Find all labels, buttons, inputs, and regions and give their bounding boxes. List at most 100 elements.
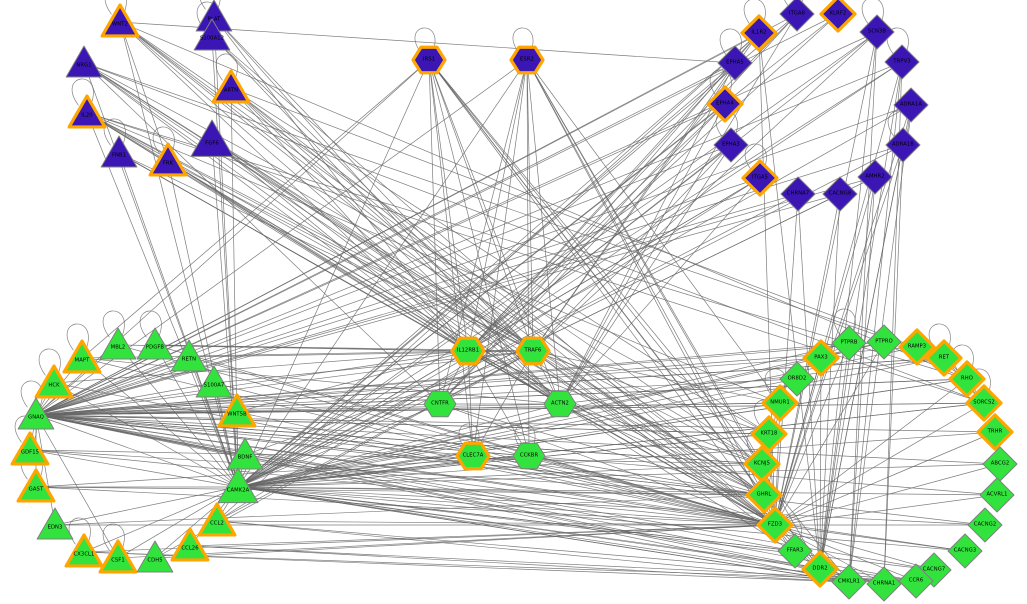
graph-node-amhr2[interactable]: AMHR2 (855, 157, 895, 197)
edge (154, 344, 776, 526)
self-loop-edge (512, 27, 534, 54)
self-loop-edge (102, 310, 125, 338)
self-loop-edge (215, 53, 238, 81)
graph-node-clec7a[interactable]: CLEC7A (454, 437, 492, 475)
edge (29, 449, 776, 526)
graph-node-s100a12[interactable]: S100A12 (192, 16, 232, 56)
edge (83, 62, 534, 352)
edge (119, 21, 169, 162)
edge (559, 403, 776, 526)
graph-node-wnt5b[interactable]: WNT5B (217, 392, 257, 432)
graph-node-nrg1[interactable]: NRG1 (64, 43, 104, 83)
edge (119, 21, 534, 352)
graph-node-gnaq[interactable]: GNAQ (16, 395, 56, 435)
edge (439, 13, 798, 405)
graph-node-frk[interactable]: FRK (148, 141, 188, 181)
graph-node-cacng8[interactable]: CACNG8 (820, 174, 860, 214)
edge (559, 403, 765, 496)
graph-node-epha5[interactable]: EPHA5 (715, 43, 755, 83)
edge (29, 449, 239, 488)
edge (54, 494, 765, 526)
edge (237, 402, 985, 488)
graph-node-mbl2[interactable]: MBL2 (98, 325, 138, 365)
self-loop-edge (458, 423, 480, 450)
graph-node-cmklr1[interactable]: CMKLR1 (829, 562, 869, 602)
graph-node-wnt2[interactable]: WNT2 (100, 2, 140, 42)
edge (117, 486, 239, 559)
edge (216, 32, 760, 522)
graph-node-epha4[interactable]: EPHA4 (705, 84, 745, 124)
edge (216, 350, 534, 522)
self-loop-edge (139, 310, 162, 338)
graph-node-fnb1[interactable]: FNB1 (99, 133, 139, 173)
graph-node-cckbr[interactable]: CCKBR (510, 437, 548, 475)
edge (81, 357, 239, 488)
graph-node-traf6[interactable]: TRAF6 (514, 332, 552, 370)
edge (83, 62, 776, 526)
edge (237, 342, 850, 488)
edge (119, 21, 968, 380)
edge (35, 414, 119, 559)
edge (532, 31, 878, 352)
edge (237, 193, 799, 488)
graph-node-cntfr[interactable]: CNTFR (421, 385, 459, 423)
edge (230, 87, 945, 359)
graph-node-ccl26[interactable]: CCL26 (170, 526, 210, 566)
edge (848, 31, 878, 583)
edge (35, 414, 56, 526)
edge (467, 61, 903, 352)
graph-node-actn2[interactable]: ACTN2 (541, 385, 579, 423)
edge (35, 341, 885, 416)
edge (35, 414, 966, 552)
graph-node-itga5[interactable]: ITGA5 (740, 158, 780, 198)
edge (211, 139, 765, 496)
graph-node-csf1[interactable]: CSF1 (98, 538, 138, 578)
graph-node-artn[interactable]: ARTN (211, 68, 251, 108)
graph-node-klrf2[interactable]: KLRF2 (818, 0, 858, 34)
graph-node-fgf6[interactable]: FGF6 (189, 117, 235, 163)
edge (35, 486, 765, 496)
graph-node-gast[interactable]: GAST (16, 467, 56, 507)
self-loop-edge (102, 523, 125, 551)
edge (526, 59, 561, 405)
edge (53, 350, 469, 384)
graph-node-il20[interactable]: IL20 (67, 93, 107, 133)
edge (35, 144, 732, 416)
graph-node-irs1[interactable]: IRS1 (410, 41, 448, 79)
graph-node-itga8[interactable]: ITGA8 (777, 0, 817, 34)
edge (167, 160, 561, 405)
edge (237, 61, 903, 488)
edge (237, 144, 732, 488)
self-loop-edge (152, 126, 175, 154)
edge (54, 486, 239, 526)
self-loop-edge (744, 143, 767, 171)
edge (83, 62, 770, 435)
graph-node-esr2[interactable]: ESR2 (508, 41, 546, 79)
edge (237, 378, 798, 488)
edge (35, 382, 215, 416)
graph-node-ccr6[interactable]: CCR6 (896, 561, 936, 601)
edge (237, 486, 765, 496)
edge (35, 414, 986, 526)
edge (35, 414, 885, 585)
edge (528, 455, 776, 526)
graph-node-cdh5[interactable]: CDH5 (135, 538, 175, 578)
graph-node-il12rb1[interactable]: IL12RB1 (449, 332, 487, 370)
edge (526, 59, 781, 404)
edge (237, 13, 798, 488)
edge (428, 59, 821, 570)
edge (35, 402, 781, 416)
edge (467, 177, 761, 352)
edge (819, 342, 850, 570)
graph-node-trpv3[interactable]: TRPV3 (882, 42, 922, 82)
edge (117, 344, 239, 488)
graph-node-adra1a[interactable]: ADRA1A (891, 85, 931, 125)
edge (237, 463, 1001, 488)
graph-node-chrna7[interactable]: CHRNA7 (778, 174, 818, 214)
edge (230, 87, 534, 352)
edge (35, 414, 770, 435)
edge (81, 357, 561, 405)
edge (35, 414, 1001, 465)
graph-node-gdf15[interactable]: GDF15 (10, 430, 50, 470)
